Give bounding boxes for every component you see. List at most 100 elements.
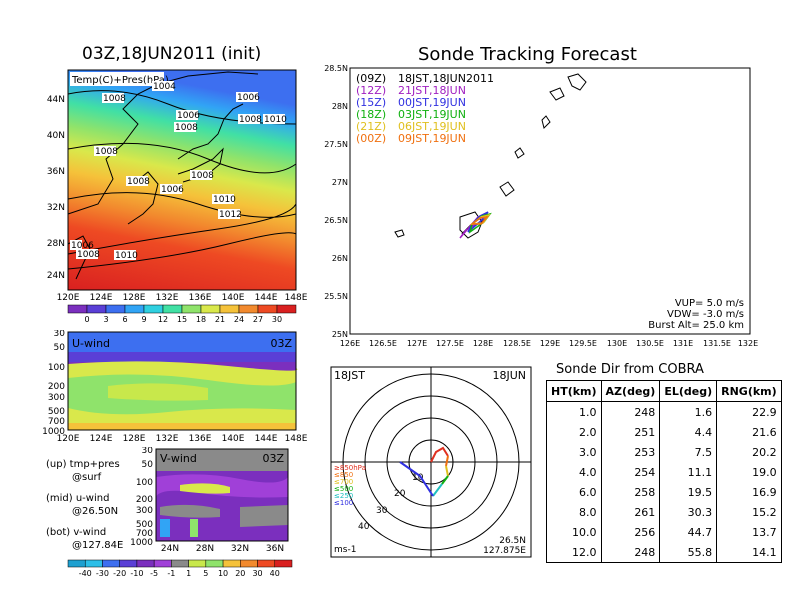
colorbar-label: -20: [113, 569, 126, 578]
colorbar-label: 1: [186, 569, 191, 578]
colorbar-swatch: [86, 304, 107, 314]
p-tick: 700: [136, 529, 153, 539]
col-el: EL(deg): [659, 380, 718, 402]
map-label-box: [70, 72, 164, 86]
lon-tick: 136E: [189, 434, 212, 444]
lon-tick: 131E: [673, 339, 693, 348]
isobar-label: 1008: [238, 114, 262, 125]
hodo-ring-labels: 10 20 30 40: [358, 473, 424, 532]
svg-text:1010: 1010: [213, 195, 236, 205]
colorbar-swatch: [162, 304, 183, 314]
track-params: VUP= 5.0 m/s VDW= -3.0 m/s Burst Alt= 25…: [648, 298, 744, 331]
colorbar-swatch: [205, 559, 224, 568]
colorbar-label: 21: [215, 315, 225, 324]
temp-pres-map: Temp(C)+Pres(hPa) 1004 1008 1006 1006 10…: [47, 69, 308, 324]
track-lon-ticks: 126E 126.5E 127E 127.5E 128E 128.5E 129E…: [340, 339, 758, 348]
colorbar-label: 9: [141, 315, 146, 324]
p-tick: 500: [48, 407, 65, 417]
lat-tick: 28N: [47, 239, 65, 249]
lat-tick: 36N: [266, 544, 284, 552]
colorbar-label: 10: [218, 569, 228, 578]
isobar-label: 1008: [94, 146, 118, 157]
colorbar-swatch: [143, 304, 164, 314]
isobar-label: 1010: [114, 250, 138, 261]
isobar-label: 1008: [76, 249, 100, 260]
table-row: 1.0 248 1.6 22.9: [546, 401, 782, 422]
lat-tick: 28N: [196, 544, 214, 552]
hodo-levels: ≥850hPa ≤850 ≤700 ≤500 ≤250 ≤100: [334, 464, 366, 507]
lon-tick: 132E: [156, 293, 179, 303]
hodograph: 10 20 30 40 ≥850hPa ≤850 ≤700 ≤500 ≤250 …: [330, 366, 532, 558]
legend-4t: 06JST,19JUN: [398, 120, 466, 133]
svg-text:1010: 1010: [115, 251, 138, 261]
isobar-label: 1006: [160, 184, 184, 195]
lat-tick: 32N: [231, 544, 249, 552]
burst-text: Burst Alt= 25.0 km: [648, 320, 744, 331]
lon-tick: 120E: [57, 293, 80, 303]
track-title: Sonde Tracking Forecast: [418, 44, 637, 65]
lon-tick: 120E: [57, 434, 80, 444]
colorbar-label: -30: [96, 569, 109, 578]
track-legend: (09Z) 18JST,18JUN2011 (12Z) 21JST,18JUN …: [356, 72, 494, 145]
lon-tick: 148E: [285, 434, 308, 444]
vup-text: VUP= 5.0 m/s: [675, 298, 744, 309]
p-tick: 300: [48, 393, 65, 403]
lon-tick: 128E: [123, 434, 146, 444]
isobar-label: 1006: [236, 92, 260, 103]
lat-tick: 28N: [332, 102, 348, 111]
table-row: 2.0 251 4.4 21.6: [546, 422, 782, 442]
sonde-dir-table: HT(km) AZ(deg) EL(deg) RNG(km) 1.0 248 1.6…: [546, 380, 782, 563]
svg-text:1012: 1012: [219, 210, 242, 220]
wind-colorbar-labels: -40 -30 -20 -10 -5 -1 1 5 10 20 30 40: [79, 569, 280, 578]
lon-tick: 140E: [222, 293, 245, 303]
level-label: ≤100: [334, 499, 353, 507]
colorbar-swatch: [238, 304, 259, 314]
lat-tick: 32N: [47, 203, 65, 213]
note-bot-sub: @127.84E: [72, 540, 124, 551]
hodo-bottom-left: ms-1: [334, 545, 356, 555]
p-tick: 100: [48, 363, 65, 373]
lat-tick: 26.5N: [324, 216, 348, 225]
note-up: (up) tmp+pres: [46, 459, 120, 470]
hodo-lon: 127.875E: [483, 546, 526, 556]
lon-tick: 144E: [255, 434, 278, 444]
v-lat-ticks: 24N 28N 32N 36N: [161, 544, 284, 552]
hodo-top-right: 18JUN: [492, 369, 526, 382]
legend-3t: 03JST,19JUN: [398, 108, 466, 121]
colorbar-label: 27: [253, 315, 263, 324]
u-wind-time: 03Z: [270, 337, 292, 350]
lon-tick: 128E: [473, 339, 493, 348]
isobar-label: 1010: [212, 194, 236, 205]
lon-tick: 132E: [156, 434, 179, 444]
colorbar-swatch: [219, 304, 240, 314]
lon-tick: 140E: [222, 434, 245, 444]
lon-tick: 124E: [90, 434, 113, 444]
track-lat-ticks: 28.5N 28N 27.5N 27N 26.5N 26N 25.5N 25N: [324, 64, 348, 339]
v-wind-time: 03Z: [262, 452, 284, 465]
colorbar-label: 0: [84, 315, 89, 324]
isobar-label: 1010: [263, 114, 287, 125]
v-p-ticks: 30 50 100 200 300 500 700 1000: [130, 447, 153, 548]
isobar-label: 1012: [218, 209, 242, 220]
col-ht: HT(km): [546, 380, 602, 402]
p-tick: 50: [142, 460, 154, 470]
lat-tick: 24N: [161, 544, 179, 552]
isobar-labels: 1004 1008 1006 1006 1008 1008 1010 1008 …: [70, 81, 287, 261]
u-lon-ticks: 120E 124E 128E 132E 136E 140E 144E 148E: [57, 434, 308, 444]
lon-tick: 136E: [189, 293, 212, 303]
legend-notes: (up) tmp+pres @surf (mid) u-wind @26.50N…: [46, 458, 123, 552]
svg-text:1006: 1006: [177, 111, 200, 121]
lon-tick-labels: 120E 124E 128E 132E 136E 140E 144E 148E: [57, 293, 308, 303]
p-tick: 300: [136, 506, 153, 516]
p-tick: 100: [136, 478, 153, 488]
p-tick: 200: [48, 382, 65, 392]
lon-tick: 129.5E: [569, 339, 597, 348]
table-row: 4.0 254 11.1 19.0: [546, 462, 782, 482]
colorbar-swatch: [171, 559, 189, 568]
lat-tick: 25.5N: [324, 292, 348, 301]
lon-tick: 130E: [607, 339, 627, 348]
lat-tick: 27N: [332, 178, 348, 187]
lon-tick: 126.5E: [369, 339, 397, 348]
colorbar-label: -10: [130, 569, 143, 578]
v-wind-label: V-wind: [160, 452, 197, 465]
